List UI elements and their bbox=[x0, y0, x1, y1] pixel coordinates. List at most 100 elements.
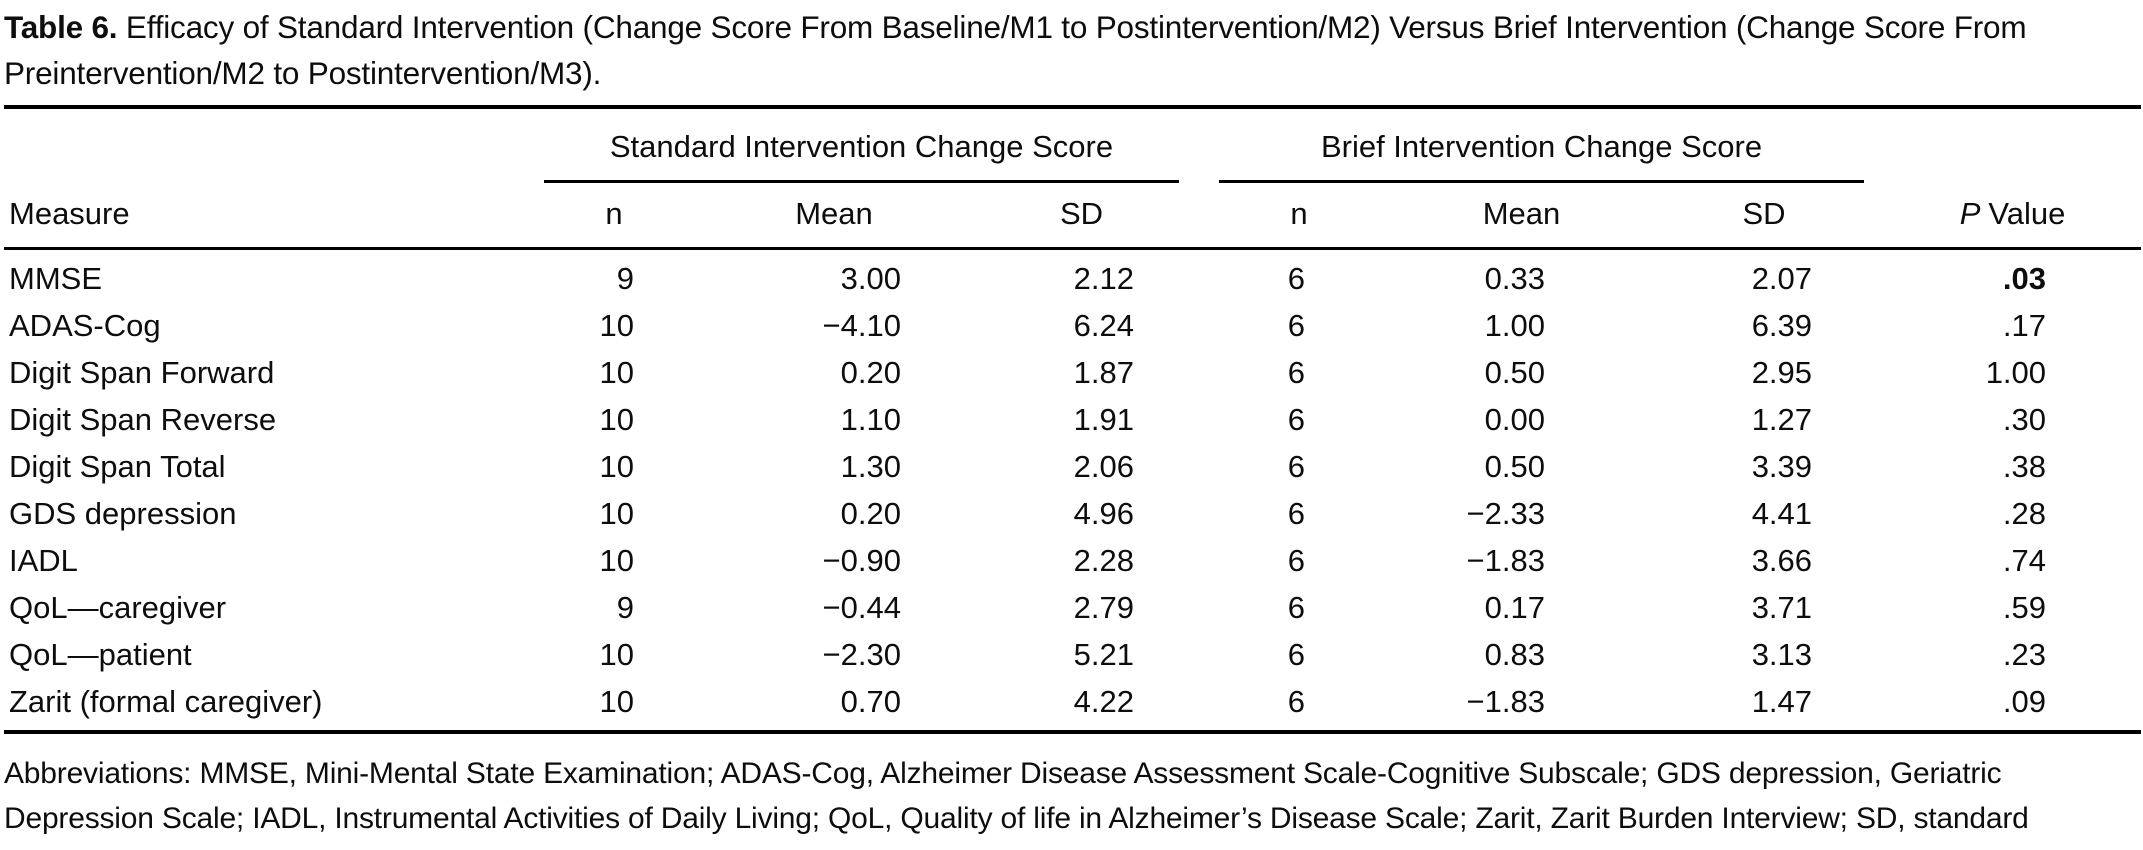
n-standard-cell: 10 bbox=[599, 402, 634, 437]
mean-standard-cell: −2.30 bbox=[822, 637, 901, 672]
n-brief-cell: 6 bbox=[1287, 308, 1305, 343]
p-value-cell: .17 bbox=[2002, 308, 2047, 343]
table-row: QoL—caregiver 9 −0.44 2.79 6 0.17 3.71 .… bbox=[4, 584, 2141, 631]
p-value-cell: .03 bbox=[2002, 261, 2047, 296]
spanner-brief-intervention: Brief Intervention Change Score bbox=[1199, 107, 1884, 183]
measure-cell: Digit Span Forward bbox=[9, 355, 275, 390]
spanner-standard-intervention: Standard Intervention Change Score bbox=[524, 107, 1199, 183]
p-value-cell: .30 bbox=[2002, 402, 2047, 437]
mean-standard-cell: −4.10 bbox=[822, 308, 901, 343]
sd-brief-cell: 3.13 bbox=[1751, 637, 1813, 672]
mean-brief-cell: −1.83 bbox=[1466, 543, 1545, 578]
mean-standard-cell: −0.90 bbox=[822, 543, 901, 578]
table-row: Digit Span Total 10 1.30 2.06 6 0.50 3.3… bbox=[4, 443, 2141, 490]
sd-brief-cell: 1.27 bbox=[1751, 402, 1813, 437]
sd-standard-cell: 6.24 bbox=[1073, 308, 1134, 343]
n-brief-cell: 6 bbox=[1287, 543, 1305, 578]
sd-brief-cell: 4.41 bbox=[1751, 496, 1813, 531]
n-brief-cell: 6 bbox=[1287, 261, 1305, 296]
p-value-cell: .38 bbox=[2002, 449, 2047, 484]
table-row: Digit Span Forward 10 0.20 1.87 6 0.50 2… bbox=[4, 349, 2141, 396]
n-brief-cell: 6 bbox=[1287, 449, 1305, 484]
table-title: Table 6. Efficacy of Standard Interventi… bbox=[4, 4, 2141, 96]
sd-brief-cell: 2.95 bbox=[1751, 355, 1813, 390]
mean-standard-cell: 1.30 bbox=[840, 449, 901, 484]
sd-standard-cell: 4.96 bbox=[1073, 496, 1134, 531]
efficacy-table: Standard Intervention Change Score Brief… bbox=[4, 105, 2142, 734]
header-sd-standard: SD bbox=[964, 183, 1199, 250]
table-number: Table 6. bbox=[4, 9, 118, 45]
measure-cell: ADAS-Cog bbox=[9, 308, 161, 343]
sd-brief-cell: 3.39 bbox=[1751, 449, 1813, 484]
mean-standard-cell: 3.00 bbox=[840, 261, 901, 296]
n-brief-cell: 6 bbox=[1287, 355, 1305, 390]
measure-cell: Digit Span Reverse bbox=[9, 402, 277, 437]
mean-brief-cell: 0.83 bbox=[1484, 637, 1545, 672]
n-standard-cell: 10 bbox=[599, 543, 634, 578]
n-standard-cell: 10 bbox=[599, 449, 634, 484]
mean-standard-cell: 0.20 bbox=[840, 355, 901, 390]
spanner-empty-measure bbox=[4, 107, 524, 183]
n-standard-cell: 10 bbox=[599, 637, 634, 672]
table-row: ADAS-Cog 10 −4.10 6.24 6 1.00 6.39 .17 bbox=[4, 302, 2141, 349]
sd-standard-cell: 2.79 bbox=[1073, 590, 1134, 625]
header-n-brief: n bbox=[1199, 183, 1399, 250]
p-value-cell: .59 bbox=[2002, 590, 2047, 625]
spanner-header-row: Standard Intervention Change Score Brief… bbox=[4, 107, 2141, 183]
header-sd-brief: SD bbox=[1644, 183, 1885, 250]
p-value-cell: .23 bbox=[2002, 637, 2047, 672]
header-p-italic: P bbox=[1959, 196, 1981, 231]
p-value-cell: .09 bbox=[2002, 684, 2047, 719]
sd-standard-cell: 2.12 bbox=[1073, 261, 1134, 296]
n-brief-cell: 6 bbox=[1287, 496, 1305, 531]
sd-standard-cell: 1.87 bbox=[1073, 355, 1134, 390]
table-row: Digit Span Reverse 10 1.10 1.91 6 0.00 1… bbox=[4, 396, 2141, 443]
table-caption: Efficacy of Standard Intervention (Chang… bbox=[4, 9, 2027, 91]
spanner-brief-label: Brief Intervention Change Score bbox=[1219, 129, 1865, 183]
measure-cell: IADL bbox=[9, 543, 78, 578]
sd-standard-cell: 1.91 bbox=[1073, 402, 1134, 437]
p-value-cell: .28 bbox=[2002, 496, 2047, 531]
p-value-cell: 1.00 bbox=[1985, 355, 2047, 390]
header-measure: Measure bbox=[4, 183, 524, 250]
table-body: MMSE 9 3.00 2.12 6 0.33 2.07 .03 ADAS-Co… bbox=[4, 249, 2141, 733]
table-row: QoL—patient 10 −2.30 5.21 6 0.83 3.13 .2… bbox=[4, 631, 2141, 678]
spanner-empty-pvalue bbox=[1884, 107, 2141, 183]
sd-brief-cell: 6.39 bbox=[1751, 308, 1813, 343]
sd-standard-cell: 4.22 bbox=[1073, 684, 1134, 719]
sd-brief-cell: 3.66 bbox=[1751, 543, 1813, 578]
measure-cell: QoL—patient bbox=[9, 637, 192, 672]
measure-cell: QoL—caregiver bbox=[9, 590, 227, 625]
sd-brief-cell: 3.71 bbox=[1751, 590, 1813, 625]
measure-cell: Zarit (formal caregiver) bbox=[9, 684, 323, 719]
table-row: IADL 10 −0.90 2.28 6 −1.83 3.66 .74 bbox=[4, 537, 2141, 584]
mean-standard-cell: −0.44 bbox=[822, 590, 901, 625]
mean-brief-cell: 0.50 bbox=[1484, 355, 1545, 390]
table-row: MMSE 9 3.00 2.12 6 0.33 2.07 .03 bbox=[4, 249, 2141, 303]
sd-brief-cell: 1.47 bbox=[1751, 684, 1813, 719]
header-n-standard: n bbox=[524, 183, 704, 250]
mean-brief-cell: −2.33 bbox=[1466, 496, 1545, 531]
n-standard-cell: 10 bbox=[599, 496, 634, 531]
mean-brief-cell: 1.00 bbox=[1484, 308, 1545, 343]
n-standard-cell: 9 bbox=[616, 261, 634, 296]
mean-brief-cell: 0.00 bbox=[1484, 402, 1545, 437]
table-footnote: Abbreviations: MMSE, Mini-Mental State E… bbox=[4, 757, 2029, 850]
n-brief-cell: 6 bbox=[1287, 402, 1305, 437]
n-standard-cell: 10 bbox=[599, 355, 634, 390]
header-p-rest: Value bbox=[1988, 196, 2066, 231]
sd-brief-cell: 2.07 bbox=[1751, 261, 1813, 296]
mean-standard-cell: 0.20 bbox=[840, 496, 901, 531]
n-standard-cell: 10 bbox=[599, 684, 634, 719]
p-value-cell: .74 bbox=[2002, 543, 2047, 578]
n-brief-cell: 6 bbox=[1287, 637, 1305, 672]
header-p-value: P Value bbox=[1884, 183, 2142, 250]
measure-cell: MMSE bbox=[9, 261, 102, 296]
n-brief-cell: 6 bbox=[1287, 590, 1305, 625]
measure-cell: GDS depression bbox=[9, 496, 237, 531]
n-brief-cell: 6 bbox=[1287, 684, 1305, 719]
header-mean-brief: Mean bbox=[1399, 183, 1644, 250]
mean-brief-cell: 0.17 bbox=[1484, 590, 1545, 625]
spanner-standard-label: Standard Intervention Change Score bbox=[544, 129, 1179, 183]
sd-standard-cell: 2.06 bbox=[1073, 449, 1134, 484]
